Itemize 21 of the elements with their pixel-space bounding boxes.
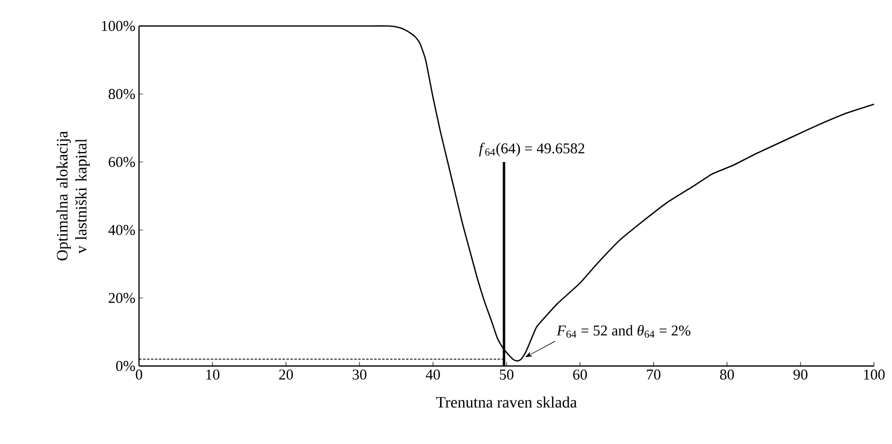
x-tick-label: 0 bbox=[136, 370, 142, 380]
x-tick-label: 40 bbox=[426, 370, 440, 380]
y-tick-label: 80% bbox=[108, 88, 135, 100]
x-axis-title: Trenutna raven sklada bbox=[436, 396, 577, 408]
x-tick-label: 10 bbox=[206, 370, 220, 380]
x-tick-label: 20 bbox=[279, 370, 293, 380]
x-tick-label: 100 bbox=[864, 370, 885, 380]
y-axis-title: Optimalna alokacija v lastniški kapital bbox=[56, 131, 90, 260]
x-tick-label: 80 bbox=[720, 370, 734, 380]
y-tick-label: 100% bbox=[102, 20, 135, 32]
x-tick-label: 60 bbox=[573, 370, 587, 380]
x-tick-label: 30 bbox=[352, 370, 366, 380]
y-tick-label: 20% bbox=[108, 292, 135, 304]
y-tick-label: 60% bbox=[108, 156, 135, 168]
x-tick-label: 90 bbox=[794, 370, 808, 380]
x-tick-label: 50 bbox=[500, 370, 514, 380]
y-tick-label: 0% bbox=[116, 360, 135, 372]
annotation: f$_{64}$(64) = 49.6582 bbox=[479, 142, 584, 156]
x-tick-label: 70 bbox=[647, 370, 660, 380]
annotation: F$_{64}$ = 52 and θ$_{64}$ = 2% bbox=[556, 324, 690, 338]
y-tick-label: 40% bbox=[108, 224, 135, 236]
